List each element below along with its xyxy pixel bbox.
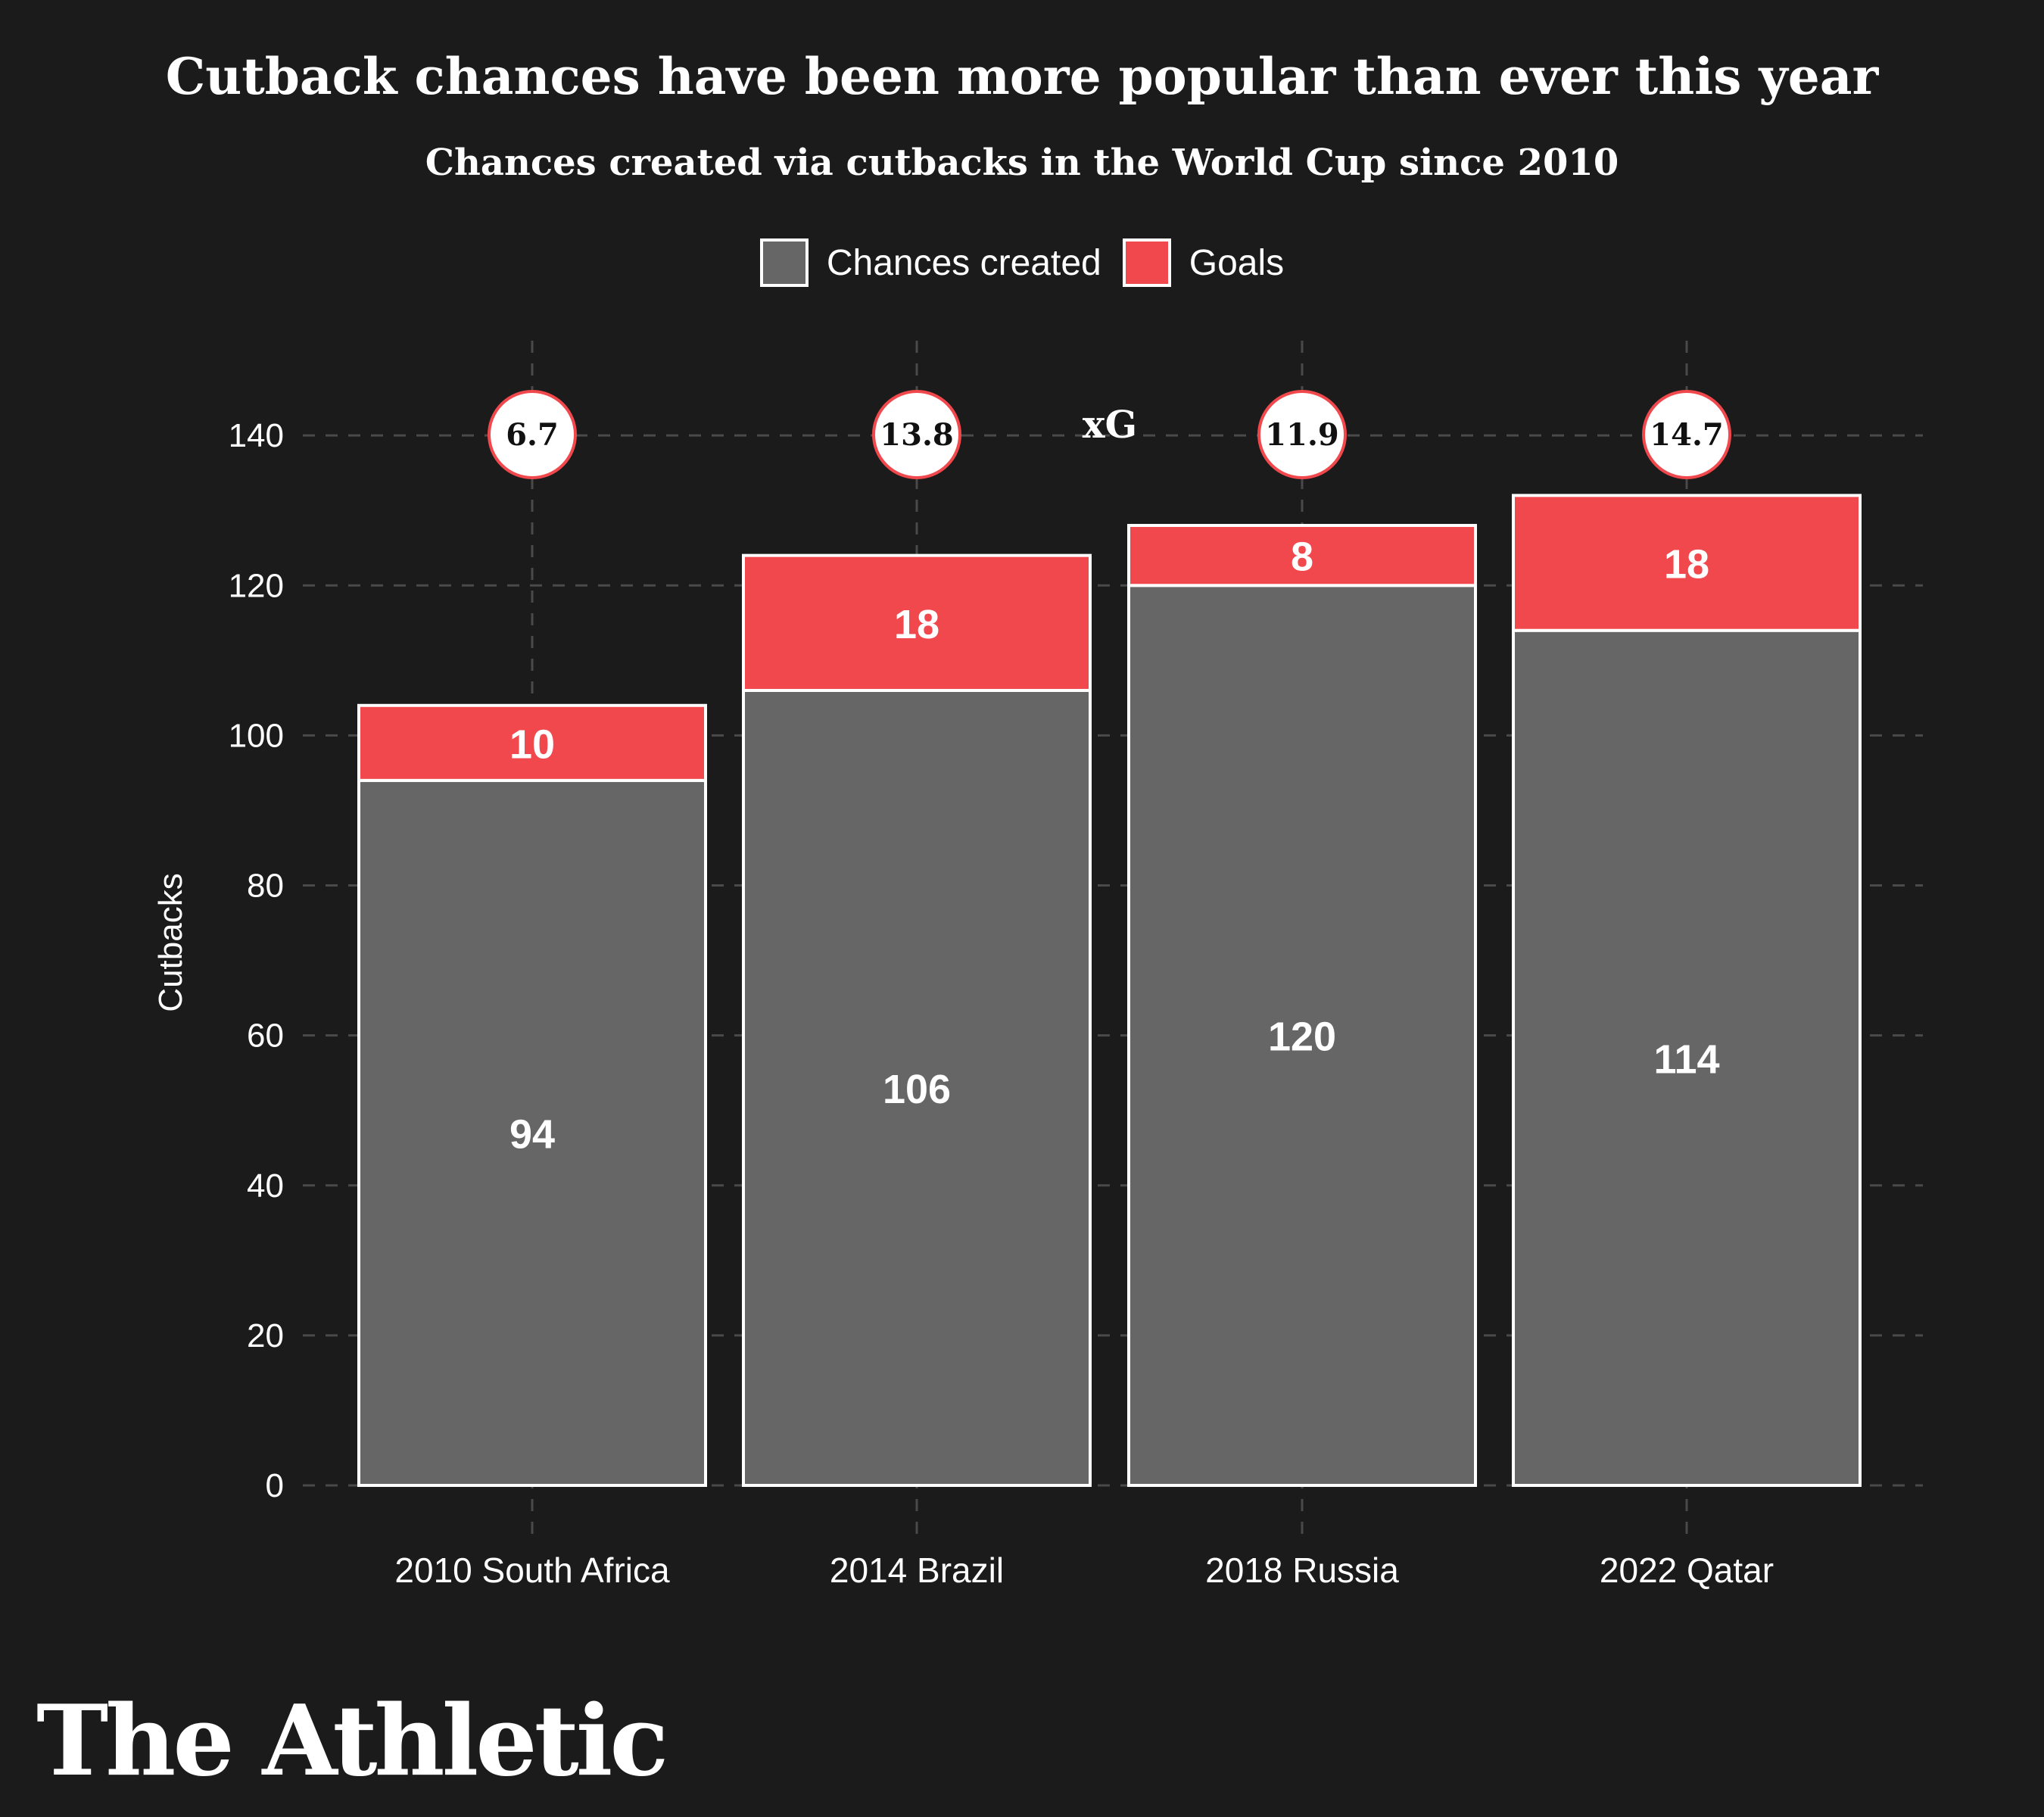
bar-goals bbox=[1512, 494, 1862, 632]
bar-chances-created bbox=[1512, 628, 1862, 1488]
legend: Chances created Goals bbox=[0, 236, 2044, 289]
bar-goals bbox=[742, 553, 1092, 692]
y-tick-label: 60 bbox=[247, 1018, 284, 1055]
xg-bubble bbox=[488, 390, 577, 479]
data-label-chances: 120 bbox=[1268, 1014, 1336, 1060]
chart-title: Cutback chances have been more popular t… bbox=[165, 47, 1879, 106]
y-tick-label: 20 bbox=[247, 1317, 284, 1354]
x-tick-label: 2010 South Africa bbox=[394, 1551, 670, 1590]
legend-label-chances: Chances created bbox=[826, 242, 1101, 283]
xg-value-label: 6.7 bbox=[506, 417, 559, 453]
bar-goals bbox=[357, 703, 707, 782]
xg-value-label: 13.8 bbox=[880, 417, 953, 453]
xg-bubble bbox=[872, 390, 961, 479]
y-tick-label: 140 bbox=[229, 417, 284, 454]
xg-bubble bbox=[1642, 390, 1731, 479]
legend-label-goals: Goals bbox=[1189, 242, 1285, 283]
y-tick-label: 100 bbox=[229, 717, 284, 754]
y-tick-label: 120 bbox=[229, 567, 284, 604]
xg-value-label: 14.7 bbox=[1650, 417, 1723, 453]
y-axis-label: Cutbacks bbox=[152, 873, 189, 1011]
legend-item-chances: Chances created bbox=[759, 238, 1101, 287]
y-tick-label: 80 bbox=[247, 868, 284, 905]
legend-item-goals: Goals bbox=[1122, 238, 1285, 287]
x-tick-label: 2014 Brazil bbox=[830, 1551, 1004, 1590]
xg-bubble bbox=[1257, 390, 1347, 479]
xg-value-label: 11.9 bbox=[1265, 417, 1338, 453]
xg-label: xG bbox=[1083, 402, 1138, 447]
data-label-chances: 94 bbox=[509, 1111, 555, 1157]
data-label-goals: 8 bbox=[1291, 535, 1313, 580]
data-label-chances: 106 bbox=[883, 1067, 951, 1112]
legend-swatch-chances bbox=[759, 238, 809, 287]
y-tick-label: 40 bbox=[247, 1167, 284, 1205]
x-tick-label: 2018 Russia bbox=[1205, 1551, 1399, 1590]
data-label-goals: 18 bbox=[894, 602, 939, 647]
the-athletic-logo: The Athletic bbox=[36, 1685, 668, 1798]
data-label-chances: 114 bbox=[1653, 1036, 1719, 1082]
y-tick-label: 0 bbox=[266, 1467, 284, 1504]
chart-subtitle: Chances created via cutbacks in the Worl… bbox=[425, 142, 1619, 184]
legend-swatch-goals bbox=[1122, 238, 1171, 287]
bar-chances-created bbox=[357, 778, 707, 1488]
data-label-goals: 18 bbox=[1664, 542, 1709, 587]
x-tick-label: 2022 Qatar bbox=[1600, 1551, 1774, 1590]
data-label-goals: 10 bbox=[509, 722, 555, 767]
bar-chances-created bbox=[742, 688, 1092, 1487]
bar-chances-created bbox=[1127, 584, 1477, 1487]
bar-goals bbox=[1127, 524, 1477, 587]
